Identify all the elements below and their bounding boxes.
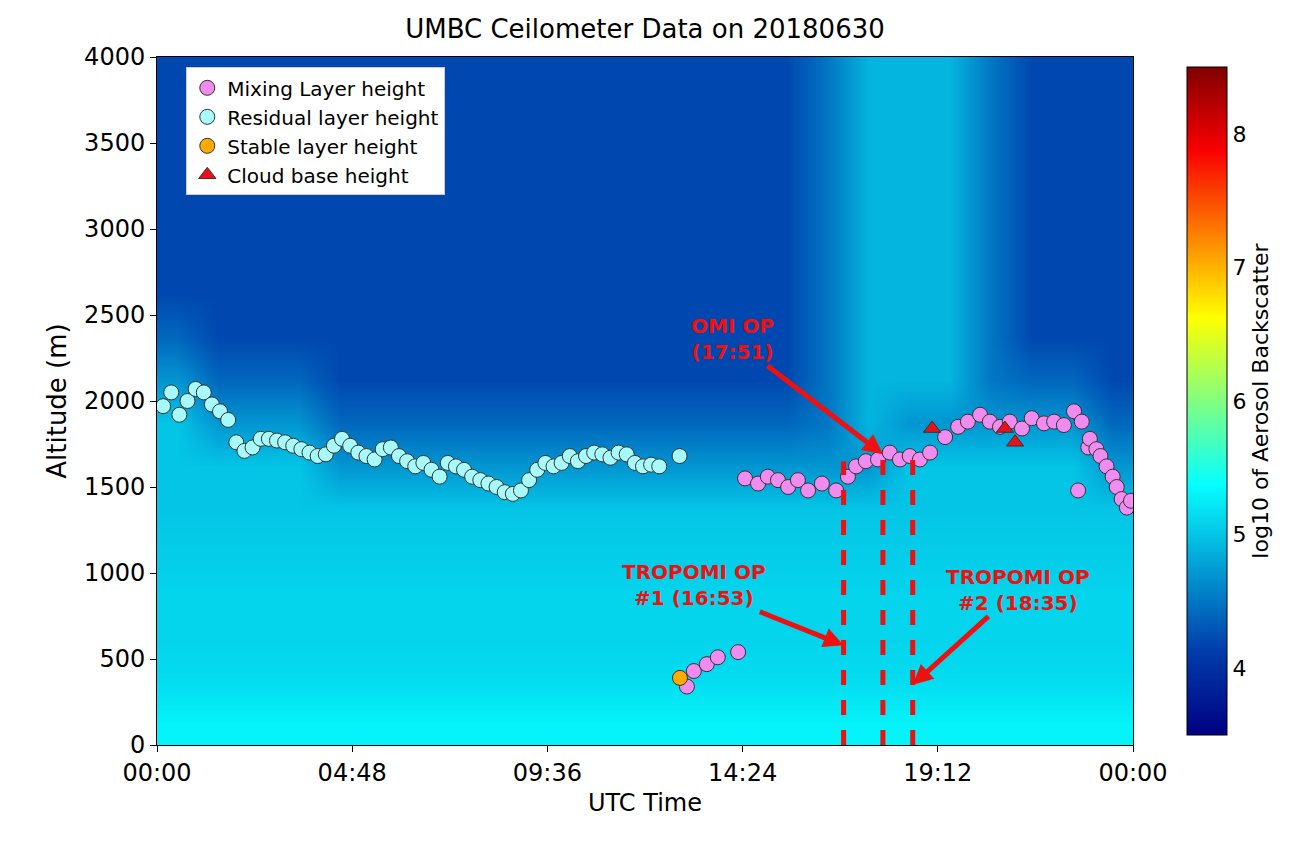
svg-text:Altitude (m): Altitude (m) bbox=[42, 323, 72, 478]
svg-text:UTC Time: UTC Time bbox=[588, 789, 702, 817]
svg-text:UMBC Ceilometer Data on 201806: UMBC Ceilometer Data on 20180630 bbox=[405, 14, 885, 44]
svg-text:1500: 1500 bbox=[84, 473, 145, 501]
svg-text:6: 6 bbox=[1232, 389, 1246, 414]
svg-text:Residual layer height: Residual layer height bbox=[227, 106, 438, 130]
svg-text:3500: 3500 bbox=[84, 129, 145, 157]
svg-text:7: 7 bbox=[1232, 255, 1246, 280]
svg-text:04:48: 04:48 bbox=[318, 759, 387, 787]
svg-text:OMI OP(17:51): OMI OP(17:51) bbox=[691, 314, 774, 364]
svg-text:Stable layer height: Stable layer height bbox=[227, 135, 417, 159]
svg-text:5: 5 bbox=[1232, 522, 1246, 547]
svg-text:Cloud base height: Cloud base height bbox=[227, 164, 408, 188]
svg-text:log10 of Aerosol Backscatter: log10 of Aerosol Backscatter bbox=[1248, 242, 1273, 558]
svg-text:0: 0 bbox=[130, 731, 145, 759]
svg-text:19:12: 19:12 bbox=[903, 759, 972, 787]
svg-text:TROPOMI OP#1 (16:53): TROPOMI OP#1 (16:53) bbox=[622, 560, 766, 610]
svg-text:00:00: 00:00 bbox=[1098, 759, 1167, 787]
svg-text:4000: 4000 bbox=[84, 43, 145, 71]
svg-text:2000: 2000 bbox=[84, 387, 145, 415]
svg-text:Mixing Layer height: Mixing Layer height bbox=[227, 77, 425, 101]
svg-text:09:36: 09:36 bbox=[513, 759, 582, 787]
svg-text:00:00: 00:00 bbox=[122, 759, 191, 787]
svg-text:3000: 3000 bbox=[84, 215, 145, 243]
svg-text:4: 4 bbox=[1232, 656, 1246, 681]
svg-text:TROPOMI OP#2 (18:35): TROPOMI OP#2 (18:35) bbox=[946, 565, 1090, 615]
svg-text:14:24: 14:24 bbox=[708, 759, 777, 787]
svg-text:1000: 1000 bbox=[84, 559, 145, 587]
svg-text:2500: 2500 bbox=[84, 301, 145, 329]
svg-text:8: 8 bbox=[1232, 122, 1246, 147]
svg-text:500: 500 bbox=[99, 645, 145, 673]
